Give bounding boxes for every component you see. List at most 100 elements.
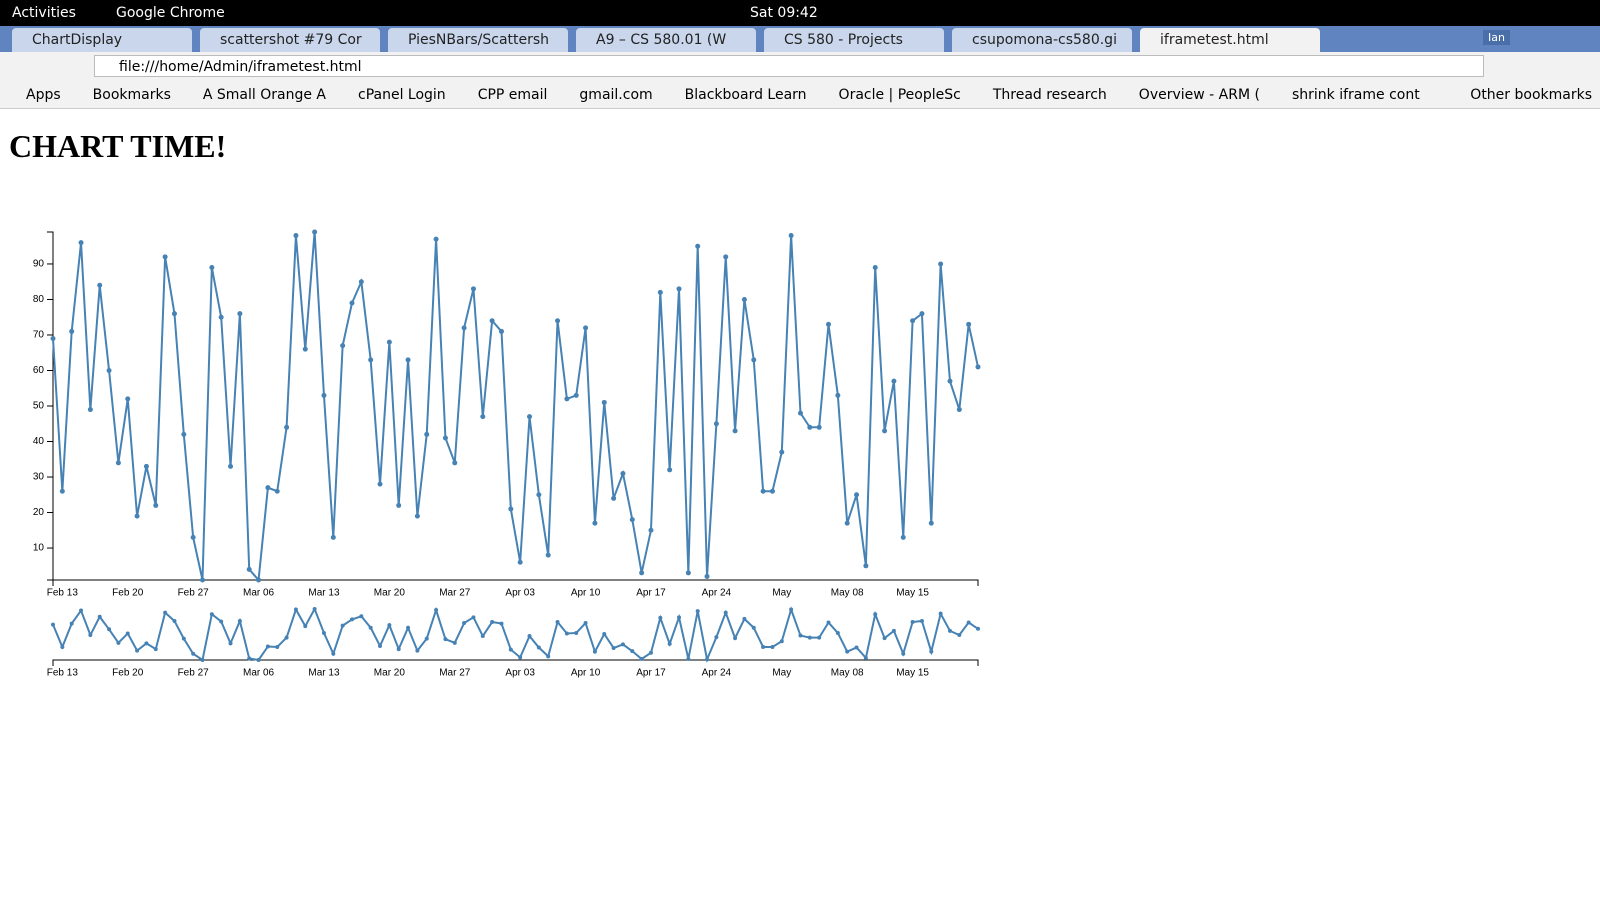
bookmark[interactable]: A Small Orange A xyxy=(202,87,326,103)
point xyxy=(368,357,374,363)
point xyxy=(835,392,841,398)
point xyxy=(620,642,625,647)
point xyxy=(872,265,878,271)
point xyxy=(340,343,346,349)
point xyxy=(667,641,672,646)
bookmark[interactable]: gmail.com xyxy=(579,87,653,103)
point xyxy=(517,559,523,565)
bookmark[interactable]: Oracle | PeopleSc xyxy=(838,87,961,103)
point xyxy=(910,620,915,625)
point xyxy=(797,410,803,416)
clock[interactable]: Sat 09:42 xyxy=(750,5,818,21)
point xyxy=(171,311,177,317)
point xyxy=(769,488,775,494)
point xyxy=(135,648,140,653)
bookmark[interactable]: Overview - ARM ( xyxy=(1138,87,1260,103)
point xyxy=(228,463,234,469)
activities[interactable]: Activities xyxy=(12,5,76,21)
point xyxy=(789,607,794,612)
point xyxy=(732,428,738,434)
bookmark[interactable]: Thread research xyxy=(992,87,1107,103)
bookmark[interactable]: Apps xyxy=(26,87,61,103)
point xyxy=(901,651,906,656)
point xyxy=(807,424,813,430)
profile[interactable]: Ian xyxy=(1483,30,1510,45)
point xyxy=(658,615,663,620)
point xyxy=(629,517,635,523)
point xyxy=(87,407,93,413)
point xyxy=(564,396,570,402)
point xyxy=(163,610,168,615)
point xyxy=(527,634,532,639)
point xyxy=(657,289,663,295)
x-tick-label: Apr 03 xyxy=(505,668,535,679)
point xyxy=(106,367,112,373)
point xyxy=(443,637,448,642)
point xyxy=(676,286,682,292)
point xyxy=(284,635,289,640)
point xyxy=(826,620,831,625)
point xyxy=(648,650,653,655)
app-menu[interactable]: Google Chrome xyxy=(116,5,225,21)
point xyxy=(97,614,102,619)
point xyxy=(378,643,383,648)
bookmark[interactable]: Bookmarks xyxy=(92,87,171,103)
tab[interactable]: CS 580 - Projects xyxy=(764,28,944,52)
point xyxy=(928,520,934,526)
x-tick-label: Apr 24 xyxy=(702,588,732,599)
tab[interactable]: iframetest.html xyxy=(1140,28,1320,52)
point xyxy=(611,495,617,501)
point xyxy=(741,296,747,302)
y-tick-label: 20 xyxy=(33,507,45,518)
point xyxy=(826,321,832,327)
point xyxy=(751,625,756,630)
point xyxy=(816,424,822,430)
point xyxy=(107,627,112,632)
x-tick-label: Mar 13 xyxy=(308,668,340,679)
tab[interactable]: ChartDisplay xyxy=(12,28,192,52)
point xyxy=(695,609,700,614)
point xyxy=(882,428,888,434)
point xyxy=(331,651,336,656)
x-tick-label: Feb 20 xyxy=(112,668,144,679)
tab[interactable]: csupomona-cs580.gi xyxy=(952,28,1132,52)
point xyxy=(172,618,177,623)
tab[interactable]: scattershot #79 Cor xyxy=(200,28,380,52)
point xyxy=(574,630,579,635)
point xyxy=(779,639,784,644)
y-tick-label: 10 xyxy=(33,543,45,554)
point xyxy=(601,399,607,405)
x-tick-label: May xyxy=(772,588,791,599)
bookmark[interactable]: CPP email xyxy=(477,87,548,103)
tab[interactable]: A9 – CS 580.01 (W xyxy=(576,28,756,52)
point xyxy=(470,286,476,292)
point xyxy=(854,645,859,650)
point xyxy=(471,615,476,620)
x-tick-label: Apr 03 xyxy=(505,588,535,599)
point xyxy=(546,654,551,659)
tab[interactable]: PiesNBars/Scattersh xyxy=(388,28,568,52)
point xyxy=(461,325,467,331)
bookmark[interactable]: cPanel Login xyxy=(358,87,446,103)
point xyxy=(209,612,214,617)
x-tick-label: Mar 27 xyxy=(439,668,471,679)
address-bar[interactable]: file:///home/Admin/iframetest.html xyxy=(94,55,1484,77)
point xyxy=(536,492,542,498)
point xyxy=(359,614,364,619)
point xyxy=(966,620,971,625)
x-tick-label: Apr 17 xyxy=(636,668,666,679)
bookmark[interactable]: Blackboard Learn xyxy=(684,87,807,103)
point xyxy=(760,488,766,494)
point xyxy=(704,573,710,579)
bookmark[interactable]: shrink iframe cont xyxy=(1291,87,1420,103)
point xyxy=(938,261,944,267)
point xyxy=(387,623,392,628)
point xyxy=(976,626,980,631)
point xyxy=(863,563,869,569)
point xyxy=(919,311,925,317)
point xyxy=(498,328,504,334)
point xyxy=(181,431,187,437)
point xyxy=(88,633,93,638)
other-bookmarks[interactable]: Other bookmarks xyxy=(1470,87,1592,103)
line xyxy=(52,606,979,663)
